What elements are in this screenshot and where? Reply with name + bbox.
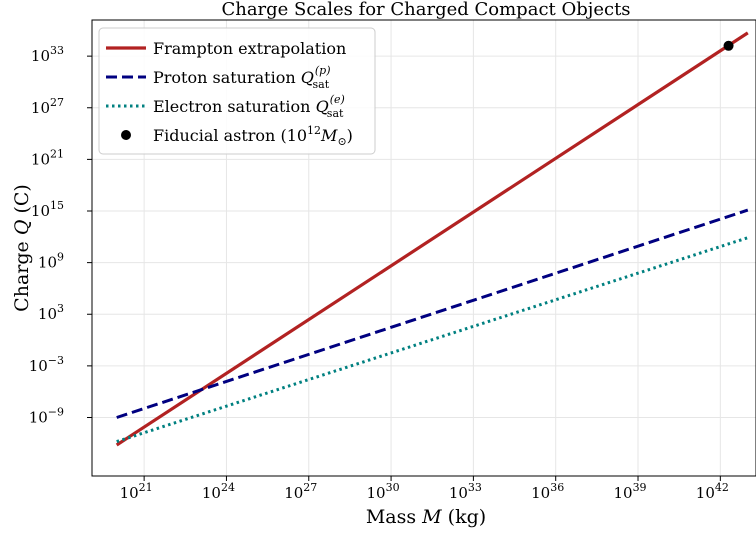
y-axis-ticks: 10−9 10−3 103 109 1015 1021 1027 1033 (29, 44, 92, 426)
legend-label-proton: Proton saturation Q(p) sat (153, 64, 331, 91)
y-tick-label: 1027 (31, 96, 64, 117)
series-line-electron-saturation (116, 236, 749, 444)
x-tick-label: 1036 (531, 481, 564, 502)
x-tick-label: 1030 (367, 481, 400, 502)
grid (92, 20, 756, 476)
x-tick-label: 1042 (696, 481, 729, 502)
series-layer (115, 31, 749, 447)
x-tick-label: 1024 (202, 481, 235, 502)
x-tick-label: 1039 (613, 481, 646, 502)
y-tick-label: 109 (38, 251, 64, 272)
plot-frame (91, 19, 756, 477)
data-point-fiducial-astron (723, 40, 734, 51)
legend-label-astron: Fiducial astron (1012M⊙) (153, 124, 353, 148)
x-tick-label: 1033 (449, 481, 482, 502)
x-axis-label: Mass M (kg) (366, 506, 486, 528)
legend-marker-astron (121, 130, 131, 140)
y-tick-label: 10−9 (29, 405, 64, 426)
chart-title: Charge Scales for Charged Compact Object… (221, 0, 630, 20)
x-tick-label: 1021 (120, 481, 153, 502)
y-tick-label: 1021 (31, 147, 64, 168)
legend-box (98, 27, 376, 155)
y-axis-label: Charge Q (C) (11, 184, 33, 312)
series-line-proton-saturation (116, 208, 749, 419)
y-tick-label: 103 (38, 302, 64, 323)
y-tick-label: 1015 (31, 199, 64, 220)
x-axis-ticks: 1021 1024 1027 1030 1033 1036 1039 1042 (120, 476, 729, 502)
y-tick-label: 10−3 (29, 354, 64, 375)
legend: Frampton extrapolation Proton saturation… (98, 27, 376, 155)
points-layer (723, 40, 734, 51)
legend-label-frampton: Frampton extrapolation (153, 39, 346, 58)
y-tick-label: 1033 (31, 44, 64, 65)
x-tick-label: 1027 (284, 481, 317, 502)
series-line-frampton-extrapolation (115, 31, 749, 447)
legend-label-electron: Electron saturation Q(e) sat (153, 93, 345, 120)
